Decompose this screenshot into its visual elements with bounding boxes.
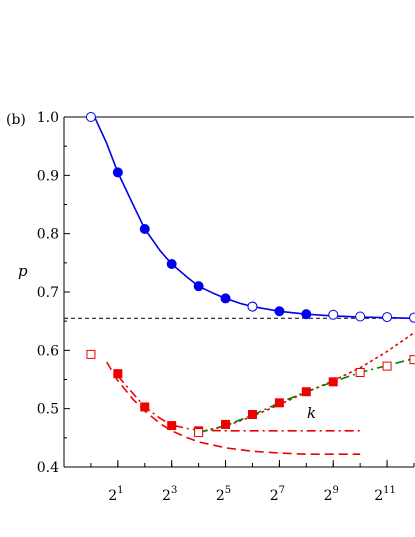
series-0-point [112, 167, 123, 178]
series-1-point [382, 312, 393, 323]
series-3-point [140, 402, 150, 412]
y-tick-label: 0.8 [37, 227, 59, 243]
x-tick-label: 211 [374, 485, 396, 504]
series-0-point [301, 309, 312, 320]
series-4-point [382, 361, 392, 371]
series-5-line [106, 361, 361, 455]
series-1-point [328, 309, 339, 320]
y-axis-title: p [18, 262, 28, 280]
y-tick-label: 0.6 [37, 343, 59, 359]
plot-area: 0.4 0.5 0.6 0.7 0.8 0.9 1.0 21 23 25 27 29 211 [37, 110, 415, 504]
y-tick-label: 0.9 [37, 168, 59, 184]
series-0-point [166, 259, 177, 269]
series-1-point [409, 312, 415, 323]
series-4-point [409, 355, 415, 365]
series-4-point [355, 368, 365, 377]
y-tick-label: 0.4 [37, 460, 59, 476]
series-1-point [247, 301, 258, 312]
series-3-point [328, 377, 338, 387]
plot-marks [64, 117, 414, 455]
x-axis-title: k [307, 404, 316, 422]
series-1-point [85, 112, 96, 122]
series-3-point [301, 387, 311, 397]
series-0-point [139, 224, 150, 234]
x-tick-label: 27 [270, 485, 285, 504]
series-3-point [221, 419, 231, 429]
series-3-point [274, 398, 284, 408]
x-tick-label: 23 [162, 485, 177, 504]
series-3-point [167, 421, 177, 431]
series-0-point [193, 281, 204, 292]
panel-label: (b) [6, 112, 26, 128]
x-tick-label: 29 [324, 485, 339, 504]
series-2-line [93, 117, 414, 320]
series-0-point [220, 293, 231, 304]
series-3-point [113, 369, 123, 379]
series-0-point [274, 306, 285, 317]
y-tick-label: 0.5 [37, 402, 59, 418]
x-tick-label: 25 [216, 485, 231, 504]
series-4-point [194, 428, 204, 438]
series-4-point [86, 349, 96, 359]
series-1-point [355, 311, 366, 322]
y-tick-label: 0.7 [37, 285, 59, 301]
series-3-point [247, 410, 257, 419]
y-tick-label: 1.0 [37, 110, 59, 126]
x-tick-label: 21 [108, 485, 123, 504]
